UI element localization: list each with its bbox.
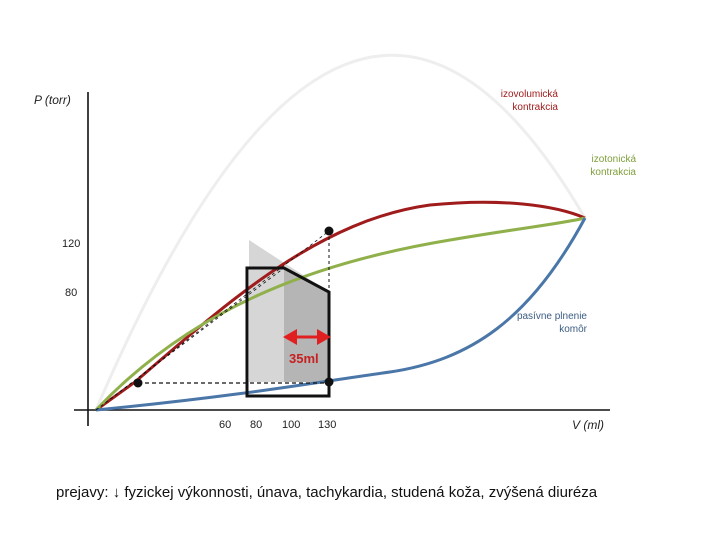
isotonic-contraction-label: izotonická kontrakcia xyxy=(590,154,636,178)
x-tick-label: 60 xyxy=(219,419,232,431)
y-tick-label: 120 xyxy=(62,238,81,250)
arrow-head-right xyxy=(317,329,331,345)
point-end-diastolic xyxy=(324,377,334,387)
dark-shaded-region xyxy=(284,268,329,382)
y-axis-label: P (torr) xyxy=(34,93,71,107)
pv-loop xyxy=(245,266,331,398)
passive-filling-label: pasívne plnenie komôr xyxy=(516,311,587,335)
point-left xyxy=(133,378,143,388)
symptoms-footer: prejavy: ↓ fyzickej výkonnosti, únava, t… xyxy=(56,484,598,501)
passive-filling-curve xyxy=(95,217,587,412)
point-end-systolic xyxy=(324,226,334,236)
x-tick-label: 80 xyxy=(250,419,263,431)
stroke-volume-label: 35ml xyxy=(289,351,319,366)
arrow-head-left xyxy=(283,329,297,345)
isotonic-contraction-curve xyxy=(94,216,586,412)
isovolumic-contraction-label: izovolumická kontrakcia xyxy=(500,89,558,113)
x-tick-label: 100 xyxy=(282,419,301,431)
y-tick-label: 80 xyxy=(65,287,78,299)
x-axis-label: V (ml) xyxy=(572,418,604,432)
x-tick-label: 130 xyxy=(318,419,337,431)
faded-isovolumic-curve xyxy=(94,54,587,411)
